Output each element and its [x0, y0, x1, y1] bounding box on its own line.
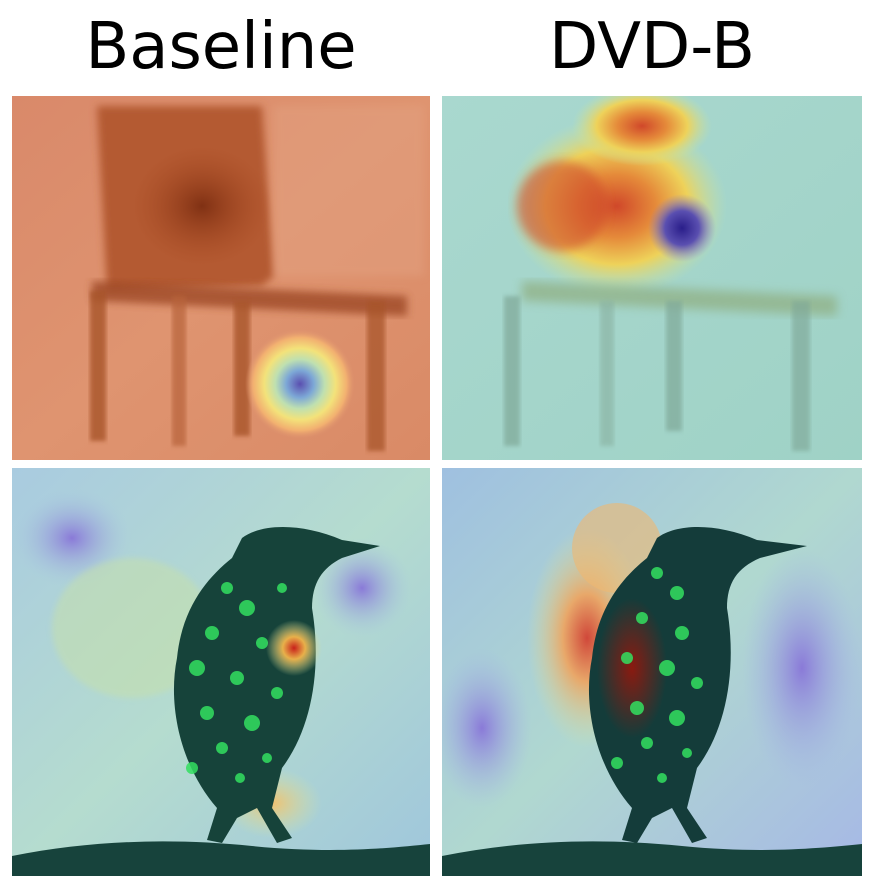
heatmap-panel-dvd-b-chair	[442, 96, 862, 460]
column-title-baseline: Baseline	[85, 10, 357, 84]
column-title-dvd-b: DVD-B	[549, 10, 755, 84]
heatmap-baseline-chair-image	[12, 96, 430, 460]
heatmap-panel-dvd-b-bird	[442, 468, 862, 876]
heatmap-panel-baseline-bird	[12, 468, 430, 876]
heatmap-dvd-b-chair-image	[442, 96, 862, 460]
heatmap-baseline-bird-image	[12, 468, 430, 876]
heatmap-dvd-b-bird-image	[442, 468, 862, 876]
heatmap-panel-baseline-chair	[12, 96, 430, 460]
